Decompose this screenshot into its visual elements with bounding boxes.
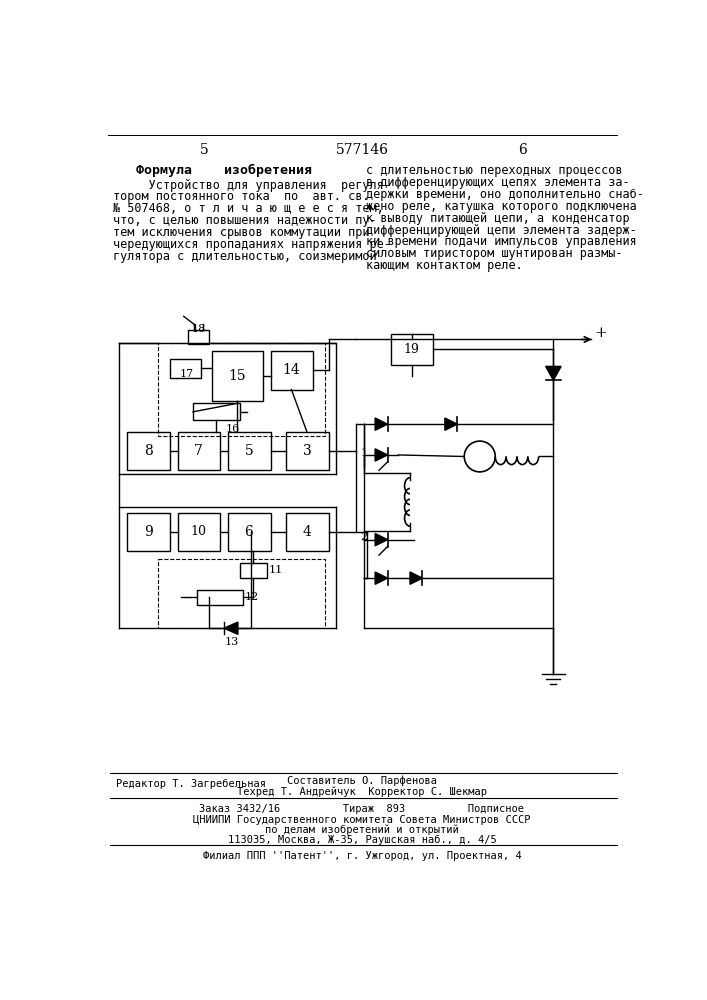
Text: что, с целью повышения надежности пу-: что, с целью повышения надежности пу- bbox=[113, 214, 377, 227]
Bar bbox=[177, 432, 220, 470]
Text: кающим контактом реле.: кающим контактом реле. bbox=[366, 259, 522, 272]
Text: 5: 5 bbox=[245, 444, 253, 458]
Bar bbox=[286, 513, 329, 551]
Polygon shape bbox=[410, 572, 422, 584]
Polygon shape bbox=[375, 533, 387, 546]
Bar bbox=[391, 334, 433, 365]
Text: Редактор Т. Загребельная: Редактор Т. Загребельная bbox=[115, 779, 266, 789]
Text: +: + bbox=[595, 326, 607, 340]
Text: держки времени, оно дополнительно снаб-: держки времени, оно дополнительно снаб- bbox=[366, 188, 643, 201]
Text: № 507468, о т л и ч а ю щ е е с я тем,: № 507468, о т л и ч а ю щ е е с я тем, bbox=[113, 202, 384, 215]
Text: Филиал ППП ''Патент'', г. Ужгород, ул. Проектная, 4: Филиал ППП ''Патент'', г. Ужгород, ул. П… bbox=[203, 851, 521, 861]
Bar bbox=[158, 559, 325, 628]
Polygon shape bbox=[224, 622, 238, 634]
Text: силовым тиристором шунтирован размы-: силовым тиристором шунтирован размы- bbox=[366, 247, 622, 260]
Text: Составитель О. Парфенова: Составитель О. Парфенова bbox=[287, 775, 437, 786]
Text: 8: 8 bbox=[144, 444, 153, 458]
Text: Техред Т. Андрейчук  Корректор С. Шекмар: Техред Т. Андрейчук Корректор С. Шекмар bbox=[237, 786, 487, 797]
Bar bbox=[177, 513, 220, 551]
Text: 3: 3 bbox=[303, 444, 311, 458]
Text: Формула    изобретения: Формула изобретения bbox=[136, 164, 312, 177]
Text: тем исключения срывов коммутации при: тем исключения срывов коммутации при bbox=[113, 226, 370, 239]
Text: 17: 17 bbox=[180, 369, 194, 379]
Bar bbox=[286, 432, 329, 470]
Bar bbox=[228, 432, 271, 470]
Text: 5: 5 bbox=[200, 143, 209, 157]
Text: 14: 14 bbox=[283, 363, 300, 377]
Text: к выводу питающей цепи, а конденсатор: к выводу питающей цепи, а конденсатор bbox=[366, 212, 629, 225]
Text: 9: 9 bbox=[144, 525, 153, 539]
Text: 12: 12 bbox=[245, 592, 259, 602]
Text: 113035, Москва, Ж-35, Раушская наб., д. 4/5: 113035, Москва, Ж-35, Раушская наб., д. … bbox=[228, 835, 496, 845]
Text: ки времени подачи импульсов управления: ки времени подачи импульсов управления bbox=[366, 235, 636, 248]
Bar bbox=[197, 590, 243, 605]
Polygon shape bbox=[445, 418, 457, 430]
Bar bbox=[127, 513, 170, 551]
Text: 18: 18 bbox=[192, 324, 206, 334]
Text: 577146: 577146 bbox=[335, 143, 388, 157]
Bar bbox=[228, 513, 271, 551]
Text: 6: 6 bbox=[518, 143, 527, 157]
Text: 13: 13 bbox=[225, 637, 239, 647]
Text: в дифференцирующих цепях элемента за-: в дифференцирующих цепях элемента за- bbox=[366, 176, 629, 189]
Text: ЦНИИПИ Государственного комитета Совета Министров СССР: ЦНИИПИ Государственного комитета Совета … bbox=[193, 815, 531, 825]
Polygon shape bbox=[375, 572, 387, 584]
Text: гулятора с длительностью, соизмеримой: гулятора с длительностью, соизмеримой bbox=[113, 250, 377, 263]
Text: 19: 19 bbox=[404, 343, 419, 356]
Bar bbox=[193, 403, 240, 420]
Text: 4: 4 bbox=[303, 525, 311, 539]
Bar bbox=[187, 330, 209, 344]
Polygon shape bbox=[375, 449, 387, 461]
Text: чередующихся пропаданиях напряжения ре-: чередующихся пропаданиях напряжения ре- bbox=[113, 238, 391, 251]
Text: жено реле, катушка которого подключена: жено реле, катушка которого подключена bbox=[366, 200, 636, 213]
Text: 1: 1 bbox=[361, 448, 368, 458]
Text: 7: 7 bbox=[194, 444, 203, 458]
Polygon shape bbox=[546, 366, 561, 380]
Text: 15: 15 bbox=[228, 369, 246, 383]
Text: с длительностью переходных процессов: с длительностью переходных процессов bbox=[366, 164, 622, 177]
Text: Устройство для управления  регуля-: Устройство для управления регуля- bbox=[113, 179, 391, 192]
Text: 11: 11 bbox=[268, 565, 282, 575]
Text: по делам изобретений и открытий: по делам изобретений и открытий bbox=[265, 825, 459, 835]
Bar bbox=[212, 351, 263, 401]
Text: Заказ 3432/16          Тираж  893          Подписное: Заказ 3432/16 Тираж 893 Подписное bbox=[199, 804, 525, 814]
Bar bbox=[271, 351, 313, 389]
Text: дифференцирующей цепи элемента задерж-: дифференцирующей цепи элемента задерж- bbox=[366, 224, 636, 237]
Text: 6: 6 bbox=[245, 525, 253, 539]
Text: 16: 16 bbox=[226, 424, 240, 434]
Text: 2: 2 bbox=[361, 532, 368, 542]
Bar bbox=[170, 359, 201, 378]
Bar bbox=[127, 432, 170, 470]
Polygon shape bbox=[375, 418, 387, 430]
Bar bbox=[158, 343, 325, 436]
Text: тором постоянного тока  по  авт. св.: тором постоянного тока по авт. св. bbox=[113, 190, 370, 203]
Text: 10: 10 bbox=[190, 525, 206, 538]
Bar bbox=[240, 563, 267, 578]
